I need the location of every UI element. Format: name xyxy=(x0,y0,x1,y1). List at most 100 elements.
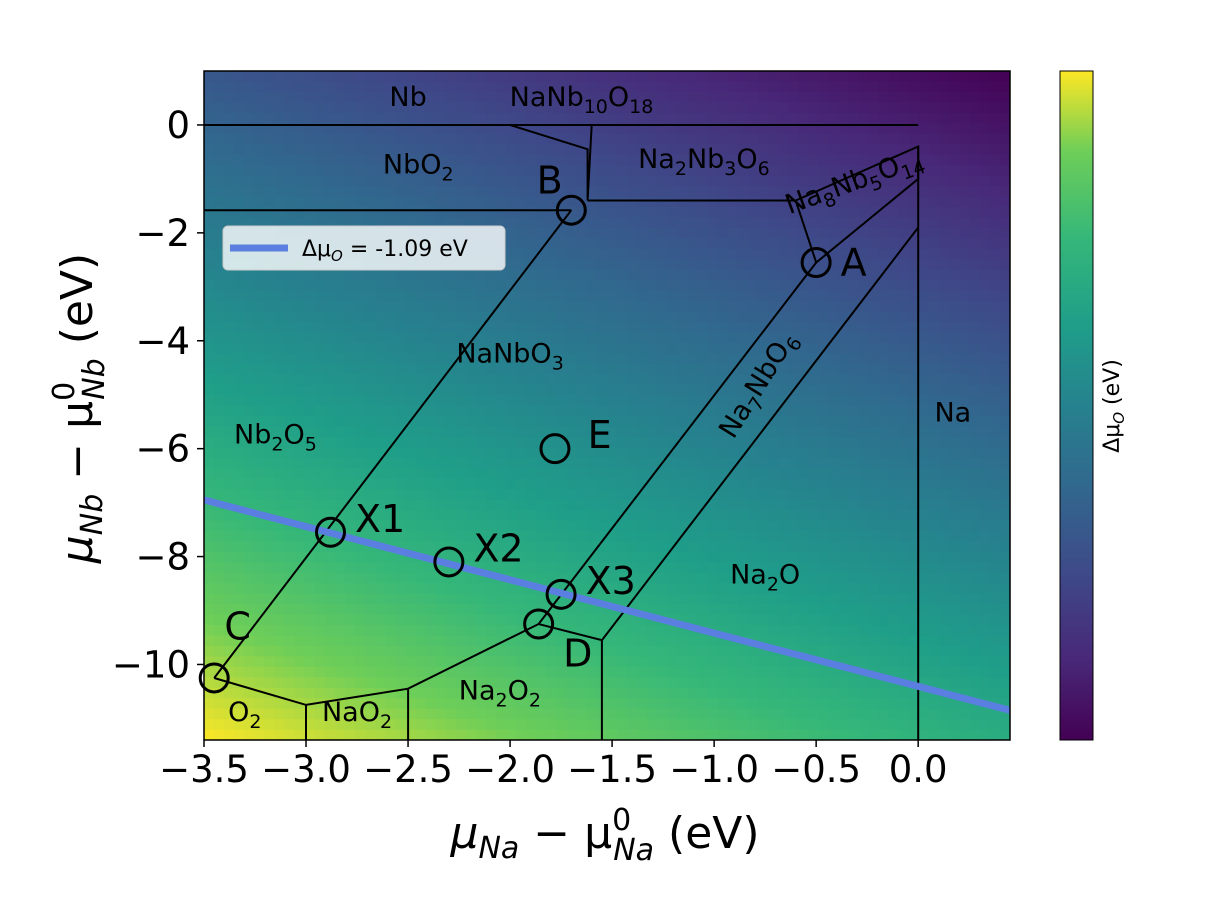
heat-cell xyxy=(556,123,568,135)
heat-cell xyxy=(435,405,447,417)
heat-cell xyxy=(697,227,709,239)
heat-cell xyxy=(828,123,840,135)
heat-cell xyxy=(969,708,981,720)
heat-cell xyxy=(264,123,276,135)
heat-cell xyxy=(919,185,930,198)
heat-cell xyxy=(415,290,427,302)
heat-cell xyxy=(365,196,376,208)
heat-cell xyxy=(395,572,407,584)
heat-cell xyxy=(687,499,699,511)
heat-cell xyxy=(909,562,920,574)
heat-cell xyxy=(455,384,467,396)
heat-cell xyxy=(324,123,336,135)
heat-cell xyxy=(536,91,548,103)
heat-cell xyxy=(627,290,638,302)
heat-cell xyxy=(667,593,679,605)
heat-cell xyxy=(546,468,558,480)
heat-cell xyxy=(707,363,719,375)
heat-cell xyxy=(838,698,850,710)
heat-cell xyxy=(909,342,920,354)
heat-cell xyxy=(697,572,709,584)
heat-cell xyxy=(576,405,588,417)
heat-cell xyxy=(788,656,800,668)
heat-cell xyxy=(647,593,658,605)
heat-cell xyxy=(556,384,568,396)
heat-cell xyxy=(707,248,719,260)
heat-cell xyxy=(748,729,759,740)
heat-cell xyxy=(889,123,900,135)
heat-cell xyxy=(717,206,729,218)
heat-cell xyxy=(536,280,548,292)
heat-cell xyxy=(707,81,719,93)
heat-cell xyxy=(224,593,235,605)
heat-cell xyxy=(234,154,245,166)
heat-cell xyxy=(657,447,669,459)
heat-cell xyxy=(476,604,487,616)
heat-cell xyxy=(848,81,860,93)
heat-cell xyxy=(939,604,951,616)
heat-cell xyxy=(465,102,477,114)
heat-cell xyxy=(375,81,386,93)
heat-cell xyxy=(214,645,225,657)
heat-cell xyxy=(939,300,951,313)
heat-cell xyxy=(214,81,225,93)
heat-cell xyxy=(435,384,447,396)
heat-cell xyxy=(556,405,568,417)
heat-cell xyxy=(415,206,427,218)
heat-cell xyxy=(355,677,366,689)
heat-cell xyxy=(657,123,669,135)
heat-cell xyxy=(868,708,880,720)
heat-cell xyxy=(324,583,336,595)
heat-cell xyxy=(818,395,830,407)
heat-cell xyxy=(355,541,366,553)
heat-cell xyxy=(234,332,245,344)
heat-cell xyxy=(868,217,880,229)
heat-cell xyxy=(949,123,961,135)
heat-cell xyxy=(214,259,225,271)
heat-cell xyxy=(949,499,961,511)
heat-cell xyxy=(737,374,749,386)
heat-cell xyxy=(889,217,900,229)
heat-cell xyxy=(858,520,870,532)
heat-cell xyxy=(224,687,235,699)
heat-cell xyxy=(294,290,306,302)
heat-cell xyxy=(324,133,336,145)
heat-cell xyxy=(204,363,215,375)
heat-cell xyxy=(526,102,538,114)
heat-cell xyxy=(889,635,900,647)
heat-cell xyxy=(566,280,578,292)
heat-cell xyxy=(375,415,386,427)
heat-cell xyxy=(959,719,971,731)
heat-cell xyxy=(657,217,669,229)
heat-cell xyxy=(395,353,407,365)
heat-cell xyxy=(516,604,527,616)
heat-cell xyxy=(798,625,810,637)
heat-cell xyxy=(254,206,266,218)
heat-cell xyxy=(204,395,215,407)
heat-cell xyxy=(889,499,900,511)
heat-cell xyxy=(828,426,840,438)
heat-cell xyxy=(304,290,316,302)
heat-cell xyxy=(727,227,739,239)
heat-cell xyxy=(244,280,255,292)
heat-cell xyxy=(556,457,568,469)
heat-cell xyxy=(214,185,225,198)
heat-cell xyxy=(486,185,497,198)
heat-cell xyxy=(304,677,316,689)
heat-cell xyxy=(576,248,588,260)
heat-cell xyxy=(304,447,316,459)
heat-cell xyxy=(385,196,397,208)
heat-cell xyxy=(516,185,527,198)
heat-cell xyxy=(758,342,769,354)
heat-cell xyxy=(355,154,366,166)
heat-cell xyxy=(365,280,376,292)
heat-cell xyxy=(637,102,648,114)
heat-cell xyxy=(254,123,266,135)
heat-cell xyxy=(486,478,497,490)
heat-cell xyxy=(576,165,588,177)
heat-cell xyxy=(476,468,487,480)
heat-cell xyxy=(244,332,255,344)
heat-cell xyxy=(455,123,467,135)
heat-cell xyxy=(324,311,336,323)
heat-cell xyxy=(858,635,870,647)
